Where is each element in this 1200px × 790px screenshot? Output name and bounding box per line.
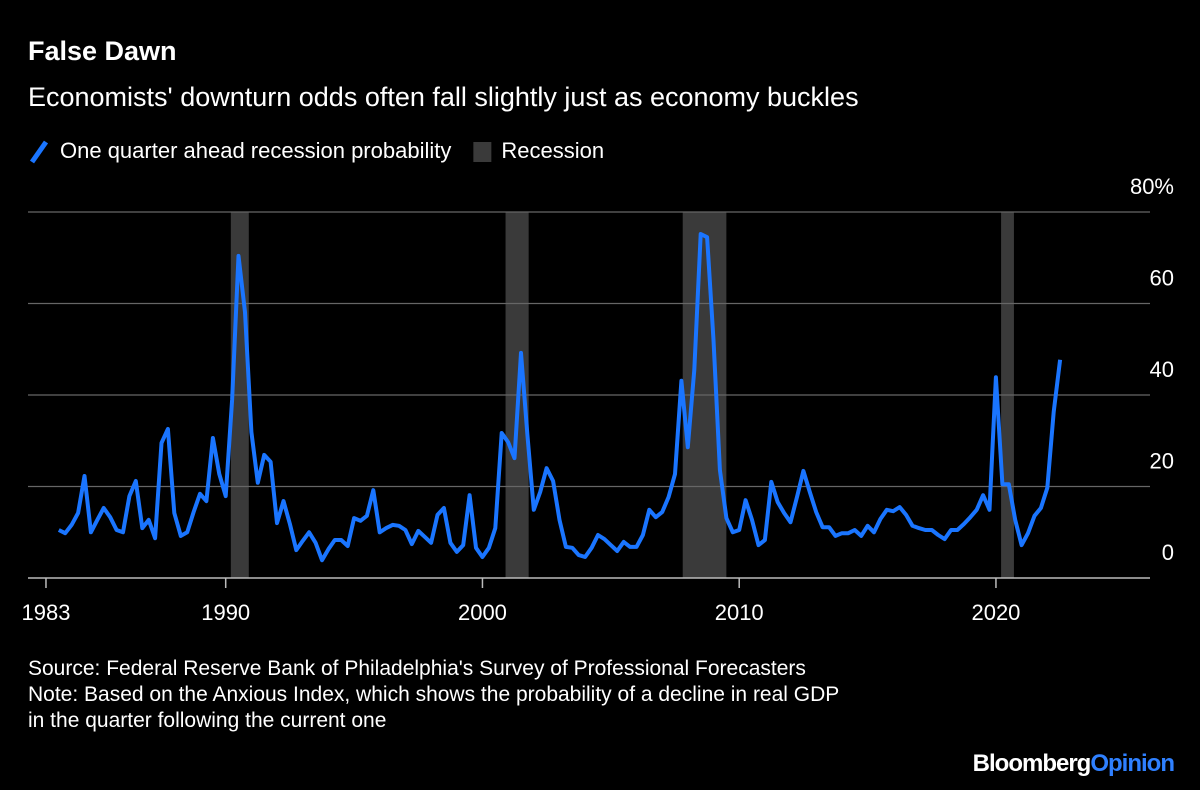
y-tick-label: 60 <box>1150 265 1174 290</box>
legend-label: One quarter ahead recession probability <box>60 138 451 163</box>
y-tick-label: 40 <box>1150 357 1174 382</box>
legend-label: Recession <box>501 138 604 163</box>
chart-title: False Dawn <box>28 36 177 66</box>
brand-name: Bloomberg <box>972 750 1092 777</box>
chart-subtitle: Economists' downturn odds often fall sli… <box>28 82 859 112</box>
brand: BloombergOpinion <box>972 750 1175 778</box>
x-tick-label: 1990 <box>201 600 250 625</box>
x-tick-label: 2020 <box>971 600 1020 625</box>
y-tick-label: 80% <box>1130 174 1174 199</box>
x-tick-label: 2010 <box>715 600 764 625</box>
note: Note: Based on the Anxious Index, which … <box>28 683 839 732</box>
brand-suffix: Opinion <box>1090 750 1175 777</box>
series-line <box>57 232 1063 563</box>
chart: One quarter ahead recession probability R… <box>21 138 1174 625</box>
x-tick-label: 2000 <box>458 600 507 625</box>
footer: Source: Federal Reserve Bank of Philadel… <box>28 656 848 734</box>
y-tick-label: 20 <box>1150 448 1174 473</box>
legend-swatch <box>29 140 49 164</box>
x-tick-label: 1983 <box>21 600 70 625</box>
legend-swatch <box>473 142 492 162</box>
y-tick-label: 0 <box>1162 540 1174 565</box>
source: Source: Federal Reserve Bank of Philadel… <box>28 657 806 680</box>
